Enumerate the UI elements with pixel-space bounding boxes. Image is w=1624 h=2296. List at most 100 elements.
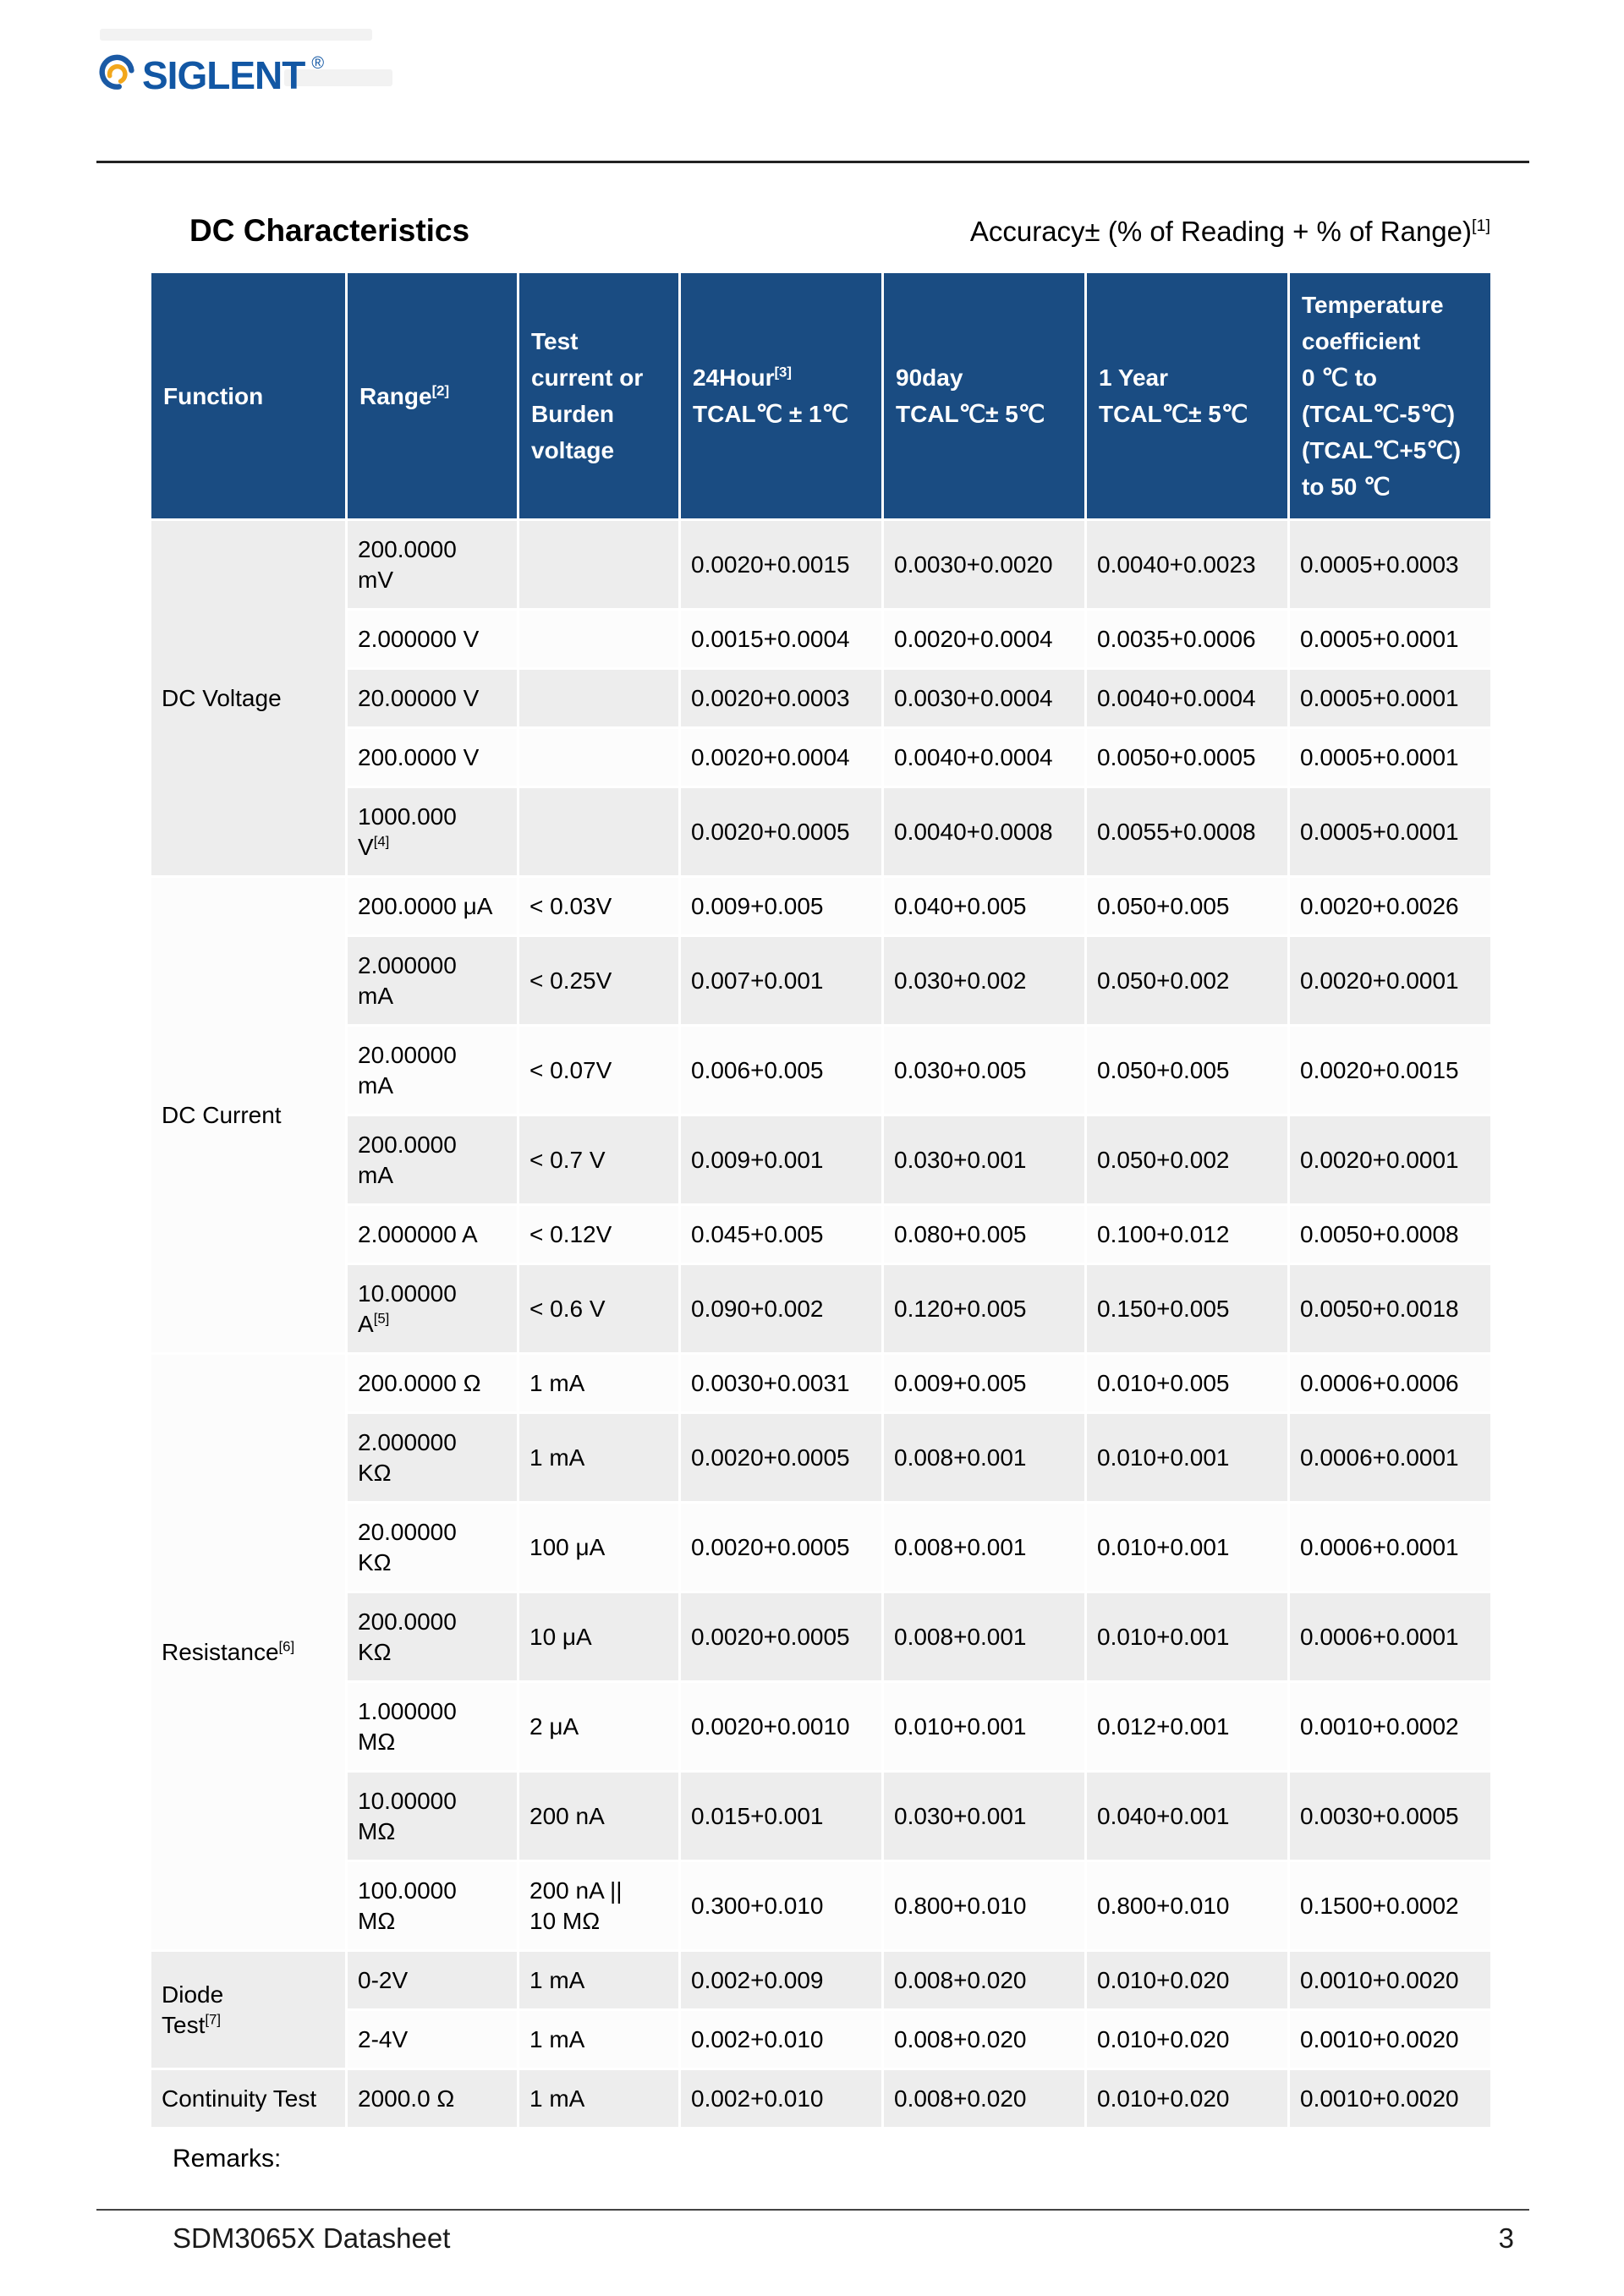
section-title: DC Characteristics: [189, 213, 470, 248]
acc-24hour-cell: 0.0020+0.0004: [678, 726, 884, 788]
acc-24hour-cell: 0.009+0.001: [678, 1114, 884, 1206]
table-row: 200.0000 V 0.0020+0.0004 0.0040+0.0004 0…: [151, 726, 1493, 788]
table-row: 1.000000 MΩ 2 μA 0.0020+0.0010 0.010+0.00…: [151, 1680, 1493, 1773]
range-cell: 2000.0 Ω: [345, 2068, 519, 2129]
test-current-cell: 1 mA: [517, 1352, 681, 1414]
temp-coeff-cell: 0.0010+0.0020: [1287, 1949, 1493, 2011]
temp-coeff-cell: 0.0006+0.0001: [1287, 1501, 1493, 1593]
function-cell: Resistance[6]: [149, 1352, 348, 1952]
acc-90day-cell: 0.120+0.005: [881, 1263, 1087, 1355]
col-header-1year: 1 Year TCAL℃± 5℃: [1084, 271, 1290, 521]
acc-1year-cell: 0.0055+0.0008: [1084, 786, 1290, 878]
test-current-cell: [517, 518, 681, 611]
test-current-cell: 1 mA: [517, 2008, 681, 2070]
acc-90day-cell: 0.030+0.001: [881, 1770, 1087, 1862]
acc-90day-cell: 0.0030+0.0020: [881, 518, 1087, 611]
test-current-cell: 100 μA: [517, 1501, 681, 1593]
acc-1year-cell: 0.012+0.001: [1084, 1680, 1290, 1773]
range-cell: 10.00000 A[5]: [345, 1263, 519, 1355]
test-current-cell: < 0.07V: [517, 1024, 681, 1116]
temp-coeff-cell: 0.1500+0.0002: [1287, 1860, 1493, 1952]
table-row: 2.000000 KΩ 1 mA 0.0020+0.0005 0.008+0.00…: [151, 1411, 1493, 1504]
acc-24hour-cell: 0.0020+0.0015: [678, 518, 884, 611]
temp-coeff-cell: 0.0005+0.0003: [1287, 518, 1493, 611]
page-content: DC Characteristics Accuracy± (% of Readi…: [149, 213, 1493, 2173]
table-header-row: Function Range[2] Test current or Burden vo…: [149, 271, 1493, 521]
test-current-cell: [517, 726, 681, 788]
table-row: 20.00000 mA < 0.07V 0.006+0.005 0.030+0.0…: [151, 1024, 1493, 1116]
acc-90day-cell: 0.030+0.002: [881, 934, 1087, 1027]
acc-90day-cell: 0.008+0.001: [881, 1411, 1087, 1504]
acc-1year-cell: 0.010+0.001: [1084, 1411, 1290, 1504]
registered-trademark-icon: ®: [311, 54, 325, 73]
acc-1year-cell: 0.010+0.001: [1084, 1501, 1290, 1593]
acc-24hour-cell: 0.045+0.005: [678, 1203, 884, 1265]
acc-1year-cell: 0.0040+0.0004: [1084, 667, 1290, 729]
acc-24hour-cell: 0.0020+0.0003: [678, 667, 884, 729]
temp-coeff-cell: 0.0020+0.0001: [1287, 1114, 1493, 1206]
test-current-cell: 1 mA: [517, 1949, 681, 2011]
acc-24hour-cell: 0.006+0.005: [678, 1024, 884, 1116]
col-header-test-current: Test current or Burden voltage: [517, 271, 681, 521]
acc-1year-cell: 0.010+0.001: [1084, 1591, 1290, 1683]
test-current-cell: < 0.25V: [517, 934, 681, 1027]
range-cell: 2.000000 mA: [345, 934, 519, 1027]
acc-24hour-cell: 0.007+0.001: [678, 934, 884, 1027]
test-current-cell: < 0.12V: [517, 1203, 681, 1265]
temp-coeff-cell: 0.0005+0.0001: [1287, 726, 1493, 788]
range-cell: 20.00000 mA: [345, 1024, 519, 1116]
table-row: 2.000000 mA < 0.25V 0.007+0.001 0.030+0.0…: [151, 934, 1493, 1027]
footer-divider: [96, 2209, 1529, 2211]
test-current-cell: 200 nA: [517, 1770, 681, 1862]
table-row: Continuity Test 2000.0 Ω 1 mA 0.002+0.01…: [149, 2068, 1493, 2129]
table-row: DC Current 200.0000 μA < 0.03V 0.009+0.0…: [149, 875, 1493, 1355]
header-divider: [96, 161, 1529, 163]
function-cell: DC Current: [149, 875, 348, 1355]
acc-1year-cell: 0.0040+0.0023: [1084, 518, 1290, 611]
acc-90day-cell: 0.040+0.005: [881, 875, 1087, 937]
faded-scan-artifact: [284, 69, 392, 86]
accuracy-note: Accuracy± (% of Reading + % of Range)[1]: [969, 216, 1490, 247]
temp-coeff-cell: 0.0050+0.0018: [1287, 1263, 1493, 1355]
temp-coeff-cell: 0.0010+0.0020: [1287, 2008, 1493, 2070]
temp-coeff-cell: 0.0006+0.0006: [1287, 1352, 1493, 1414]
test-current-cell: 1 mA: [517, 2068, 681, 2129]
test-current-cell: 1 mA: [517, 1411, 681, 1504]
range-cell: 2-4V: [345, 2008, 519, 2070]
table-row: 200.0000 mA < 0.7 V 0.009+0.001 0.030+0.0…: [151, 1114, 1493, 1206]
acc-1year-cell: 0.010+0.020: [1084, 1949, 1290, 2011]
acc-90day-cell: 0.008+0.020: [881, 2008, 1087, 2070]
function-cell: Diode Test[7]: [149, 1949, 348, 2070]
table-row: 100.0000 MΩ 200 nA || 10 MΩ 0.300+0.010 0.…: [151, 1860, 1493, 1952]
title-row: DC Characteristics Accuracy± (% of Readi…: [149, 213, 1490, 249]
acc-90day-cell: 0.030+0.001: [881, 1114, 1087, 1206]
siglent-logo: SIGLENT ®: [98, 52, 324, 98]
test-current-cell: < 0.03V: [517, 875, 681, 937]
table-row: DC Voltage 200.0000 mV 0.0020+0.0015 0.00…: [149, 518, 1493, 878]
acc-1year-cell: 0.050+0.005: [1084, 1024, 1290, 1116]
table-row: 20.00000 V 0.0020+0.0003 0.0030+0.0004 0…: [151, 667, 1493, 729]
acc-90day-cell: 0.008+0.020: [881, 1949, 1087, 2011]
temp-coeff-cell: 0.0006+0.0001: [1287, 1411, 1493, 1504]
range-cell: 10.00000 MΩ: [345, 1770, 519, 1862]
range-cell: 200.0000 mV: [345, 518, 519, 611]
table-row: 10.00000 A[5] < 0.6 V 0.090+0.002 0.120+0…: [151, 1263, 1493, 1355]
table-row: Diode Test[7] 0-2V 1 mA 0.002+0.009 0.008…: [149, 1949, 1493, 2070]
acc-90day-cell: 0.009+0.005: [881, 1352, 1087, 1414]
acc-24hour-cell: 0.0020+0.0005: [678, 786, 884, 878]
test-current-cell: [517, 786, 681, 878]
table-row: 1000.000 V[4] 0.0020+0.0005 0.0040+0.0008…: [151, 786, 1493, 878]
test-current-cell: 200 nA || 10 MΩ: [517, 1860, 681, 1952]
test-current-cell: 2 μA: [517, 1680, 681, 1773]
page-footer: SDM3065X Datasheet 3: [173, 2222, 1514, 2255]
temp-coeff-cell: 0.0030+0.0005: [1287, 1770, 1493, 1862]
range-cell: 200.0000 mA: [345, 1114, 519, 1206]
temp-coeff-cell: 0.0005+0.0001: [1287, 786, 1493, 878]
table-row: 20.00000 KΩ 100 μA 0.0020+0.0005 0.008+0.…: [151, 1501, 1493, 1593]
range-cell: 20.00000 V: [345, 667, 519, 729]
temp-coeff-cell: 0.0020+0.0001: [1287, 934, 1493, 1027]
acc-90day-cell: 0.0020+0.0004: [881, 608, 1087, 670]
table-row: 2.000000 V 0.0015+0.0004 0.0020+0.0004 0…: [151, 608, 1493, 670]
acc-1year-cell: 0.010+0.020: [1084, 2068, 1290, 2129]
